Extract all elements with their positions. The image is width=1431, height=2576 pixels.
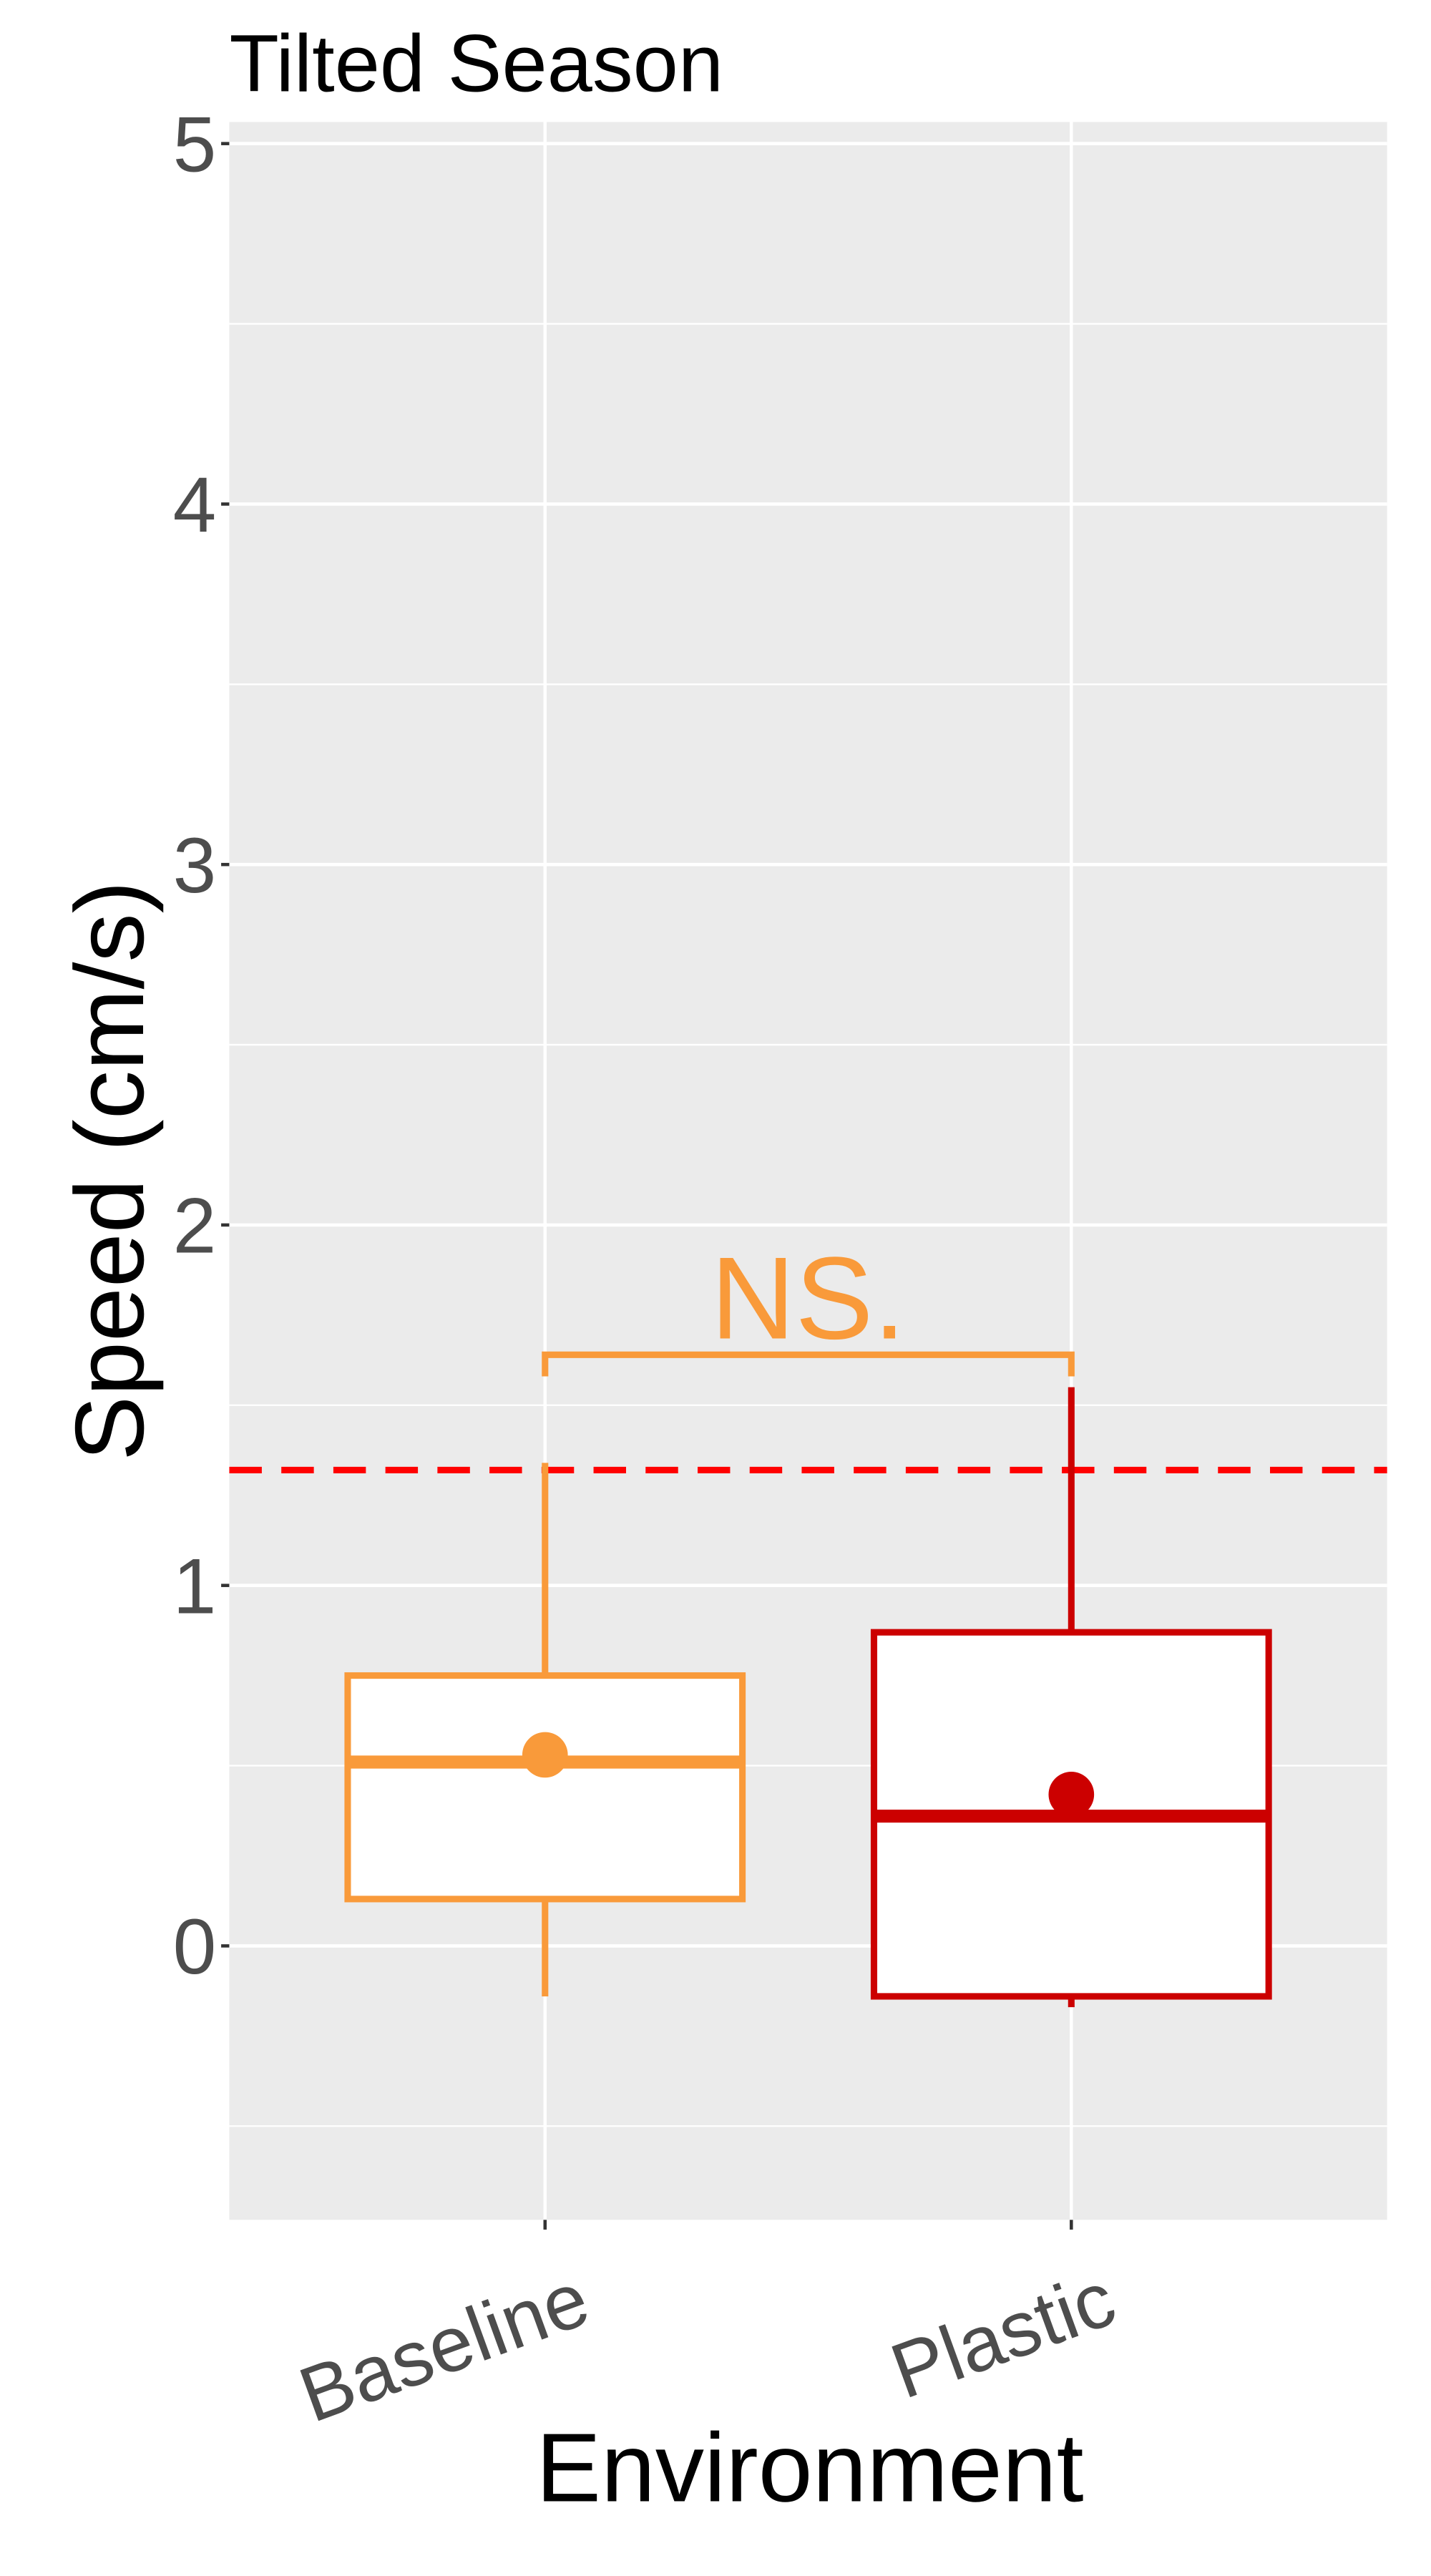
y-tick-label: 3 xyxy=(173,822,217,909)
mean-point xyxy=(522,1732,568,1778)
significance-bracket xyxy=(542,1351,1075,1377)
significance-label: NS. xyxy=(710,1233,906,1364)
y-tick-label: 0 xyxy=(173,1903,217,1991)
x-tick-label: Baseline xyxy=(288,2255,600,2439)
y-tick-label: 4 xyxy=(173,462,217,549)
y-axis-title: Speed (cm/s) xyxy=(55,881,164,1461)
mean-point xyxy=(1048,1772,1095,1818)
y-tick-label: 5 xyxy=(173,101,217,188)
x-axis-title: Environment xyxy=(536,2413,1084,2522)
chart-title: Tilted Season xyxy=(229,18,723,109)
x-tick-label: Plastic xyxy=(880,2255,1126,2416)
y-tick-label: 2 xyxy=(173,1183,217,1270)
box xyxy=(344,1672,746,1903)
y-tick-label: 1 xyxy=(173,1543,217,1630)
